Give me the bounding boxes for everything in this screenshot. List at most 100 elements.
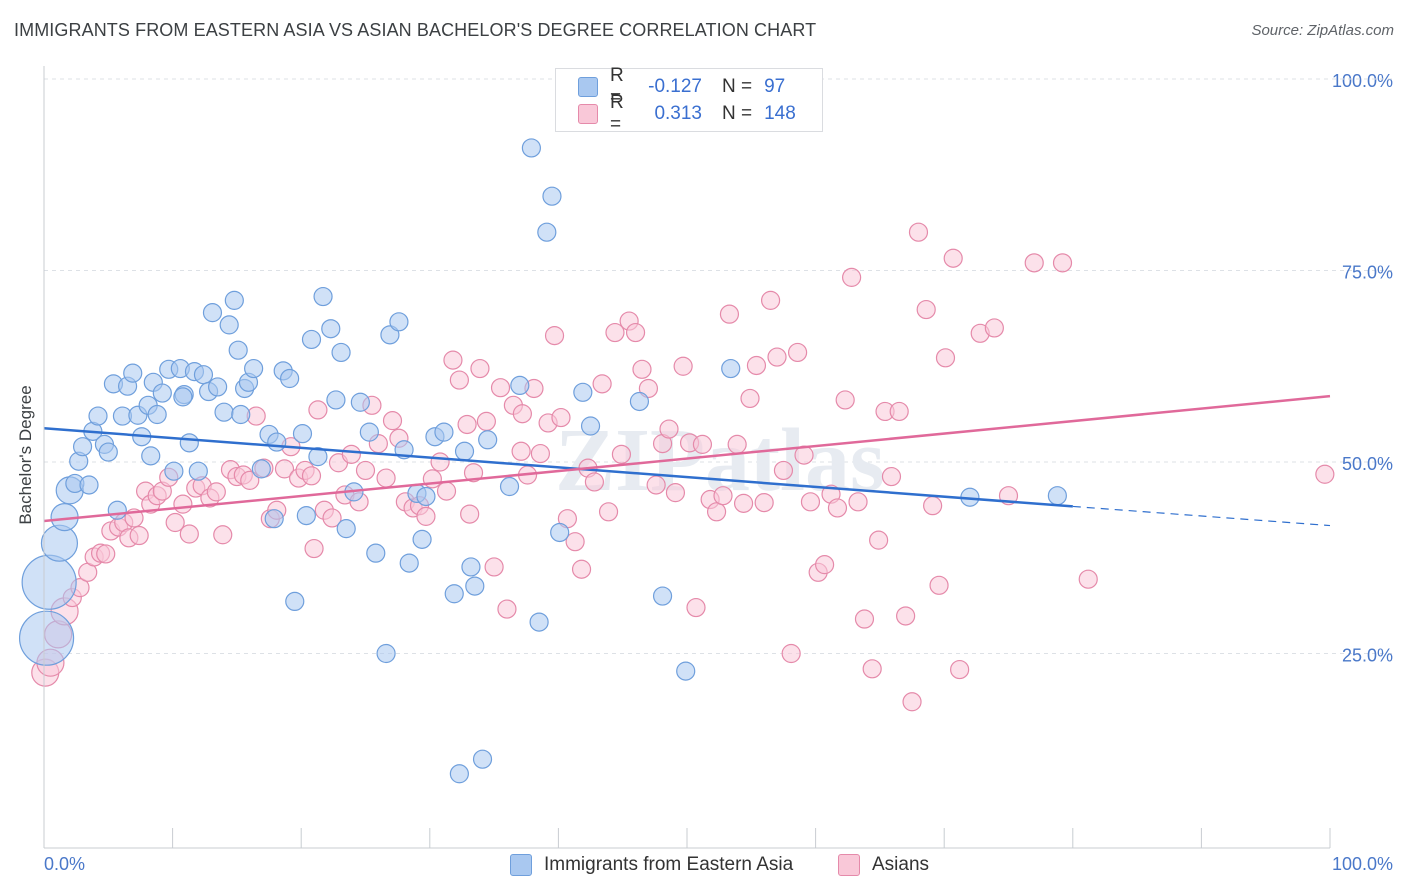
asians-point-105 (733, 493, 754, 513)
chart-title: IMMIGRANTS FROM EASTERN ASIA VS ASIAN BA… (14, 20, 817, 40)
eastern-asia-point-96 (231, 404, 251, 425)
eastern-asia-point-82 (529, 612, 549, 632)
legend-n-label: N = (722, 76, 753, 97)
eastern-asia-point-64 (389, 312, 409, 332)
asians-point-129 (896, 606, 916, 626)
eastern-asia-point-1 (18, 610, 75, 666)
bottom-legend-label: Immigrants from Eastern Asia (544, 854, 794, 875)
eastern-asia-point-69 (416, 486, 436, 507)
eastern-asia-point-54 (321, 319, 341, 339)
eastern-asia-point-85 (550, 522, 570, 543)
eastern-asia-point-7 (72, 437, 93, 457)
asians-point-70 (497, 599, 517, 619)
asians-point-86 (605, 322, 625, 343)
eastern-asia-point-88 (629, 391, 650, 412)
eastern-asia-point-8 (79, 475, 99, 495)
asians-point-41 (301, 466, 322, 486)
asians-point-113 (787, 342, 808, 363)
eastern-asia-point-17 (123, 363, 143, 383)
eastern-asia-point-25 (164, 461, 184, 481)
eastern-asia-point-48 (285, 591, 305, 612)
asians-point-91 (638, 378, 659, 399)
eastern-asia-trend-extension (1072, 505, 1331, 527)
eastern-asia-point-74 (454, 441, 475, 461)
eastern-asia-point-94 (141, 446, 161, 466)
asians-point-115 (800, 492, 821, 512)
asians-point-111 (773, 460, 794, 481)
chart-source: Source: ZipAtlas.com (1251, 22, 1394, 39)
eastern-asia-point-84 (542, 186, 562, 206)
asians-point-60 (430, 452, 450, 472)
asians-point-99 (692, 434, 713, 454)
legend-swatch-pink (578, 104, 598, 124)
asians-point-83 (584, 472, 605, 492)
asians-point-146 (512, 404, 532, 424)
eastern-asia-point-66 (399, 553, 419, 573)
asians-point-42 (308, 400, 328, 420)
eastern-asia-point-81 (521, 138, 541, 158)
asians-point-49 (355, 460, 376, 481)
eastern-asia-point-72 (444, 584, 464, 604)
eastern-asia-point-28 (179, 433, 199, 453)
asians-point-96 (673, 356, 693, 376)
asians-point-124 (862, 659, 882, 679)
legend-r-value: -0.127 (648, 76, 702, 97)
asians-point-136 (943, 248, 963, 268)
legend-row-eastern-asia: R = -0.127 N = 97 (578, 65, 786, 108)
asians-point-85 (598, 502, 619, 522)
eastern-asia-point-44 (264, 509, 284, 529)
eastern-asia-point-59 (350, 392, 370, 412)
eastern-asia-point-37 (224, 290, 244, 310)
eastern-asia-point-2 (40, 524, 79, 562)
eastern-asia-point-89 (652, 586, 673, 606)
eastern-asia-point-52 (308, 447, 328, 467)
eastern-asia-point-31 (193, 365, 214, 385)
bottom-legend-swatch-blue (510, 854, 532, 876)
asians-point-80 (565, 532, 585, 552)
asians-point-63 (449, 370, 469, 390)
eastern-asia-point-63 (380, 325, 400, 345)
asians-point-144 (1315, 464, 1335, 484)
asians-point-137 (950, 659, 970, 680)
asians-point-101 (706, 502, 727, 522)
eastern-asia-point-33 (202, 303, 223, 323)
asians-point-9 (96, 544, 116, 564)
asians-point-69 (490, 378, 511, 398)
asians-point-62 (443, 350, 463, 370)
bottom-legend-eastern-asia: Immigrants from Eastern Asia (510, 852, 793, 878)
eastern-asia-point-79 (499, 476, 520, 497)
eastern-asia-point-0 (21, 554, 77, 610)
asians-point-52 (376, 468, 396, 488)
asians-point-141 (1024, 253, 1044, 273)
eastern-asia-points (18, 138, 1067, 784)
asians-point-139 (984, 318, 1004, 338)
asians-point-123 (854, 609, 875, 629)
bottom-legend-asians: Asians (838, 852, 929, 878)
legend-r-label: R = (610, 65, 624, 108)
asians-point-106 (740, 388, 760, 409)
eastern-asia-point-12 (98, 442, 118, 462)
asians-point-75 (530, 443, 550, 464)
eastern-asia-point-68 (412, 529, 432, 549)
asians-point-65 (463, 463, 484, 483)
eastern-asia-point-86 (573, 382, 593, 402)
asians-point-22 (173, 494, 193, 514)
eastern-asia-point-78 (478, 430, 498, 450)
asians-point-87 (611, 444, 632, 464)
asians-point-72 (511, 441, 531, 461)
asians-point-89 (625, 322, 646, 343)
asians-point-59 (422, 469, 442, 489)
x-tick-label-min: 0.0% (44, 854, 85, 874)
asians-point-37 (274, 459, 295, 479)
eastern-asia-point-57 (336, 519, 356, 539)
asians-point-53 (382, 411, 403, 431)
legend-r-label: R = (610, 92, 624, 135)
legend-n-value: 148 (764, 103, 796, 124)
eastern-asia-point-53 (313, 286, 333, 307)
asians-point-121 (842, 267, 862, 287)
eastern-asia-point-41 (244, 358, 264, 379)
legend-n-value: 97 (764, 76, 786, 97)
eastern-asia-point-55 (326, 390, 346, 410)
asians-point-127 (881, 466, 902, 487)
